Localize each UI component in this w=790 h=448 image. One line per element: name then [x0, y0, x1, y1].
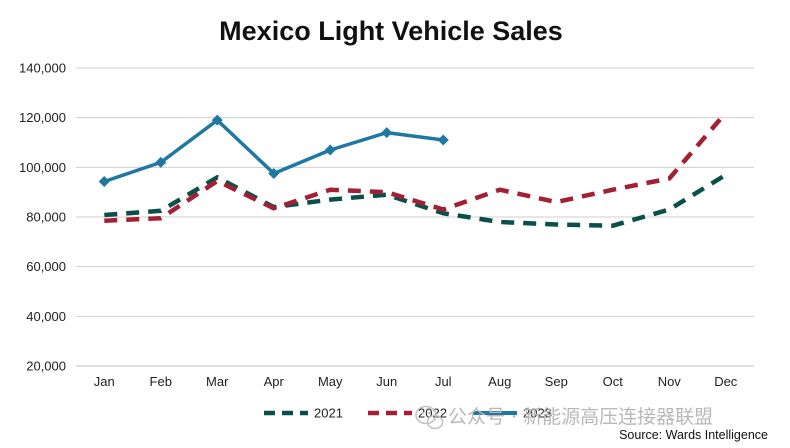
- y-tick-label: 140,000: [19, 61, 66, 76]
- x-tick-label: Jan: [94, 374, 115, 389]
- y-axis-ticks: 20,000 40,000 60,000 80,000 100,000 120,000 14…: [19, 61, 66, 374]
- series-line-2021: [104, 172, 727, 228]
- source-note: Source: Wards Intelligence: [619, 428, 768, 442]
- x-tick-label: Dec: [714, 374, 738, 389]
- data-point-2023: [155, 156, 167, 168]
- x-tick-label: Nov: [658, 374, 682, 389]
- legend-item-2021: 2021: [264, 406, 343, 421]
- x-tick-label: Jul: [435, 374, 452, 389]
- x-tick-label: Mar: [206, 374, 229, 389]
- gridlines: [76, 67, 754, 367]
- series-2021: [104, 172, 727, 228]
- x-tick-label: Aug: [488, 374, 511, 389]
- legend: 2021 2022 2023: [264, 406, 552, 421]
- y-tick-label: 60,000: [26, 259, 66, 274]
- legend-label: 2023: [523, 406, 552, 421]
- wechat-icon: [415, 405, 444, 430]
- data-point-2023: [381, 127, 393, 139]
- y-tick-label: 20,000: [26, 359, 66, 374]
- x-tick-label: Apr: [264, 374, 285, 389]
- y-tick-label: 40,000: [26, 309, 66, 324]
- series-line-2022: [104, 111, 728, 223]
- series-2022: [104, 111, 728, 223]
- x-axis-ticks: Jan Feb Mar Apr May Jun Jul Aug Sep Oct Nov Dec: [94, 374, 738, 389]
- x-tick-label: Sep: [545, 374, 568, 389]
- chart-title: Mexico Light Vehicle Sales: [219, 16, 563, 46]
- x-tick-label: Jun: [376, 374, 397, 389]
- y-tick-label: 100,000: [19, 160, 66, 175]
- data-point-2023: [324, 144, 336, 156]
- y-tick-label: 80,000: [26, 210, 66, 225]
- series-2023: [98, 114, 449, 187]
- data-point-2023: [211, 114, 223, 126]
- watermark-text: 公众号 · 新能源高压连接器联盟: [448, 406, 713, 428]
- data-point-2023: [98, 175, 110, 187]
- legend-item-2023: 2023: [473, 406, 552, 421]
- data-point-2023: [437, 134, 449, 146]
- x-tick-label: Feb: [150, 374, 172, 389]
- x-tick-label: Oct: [603, 374, 624, 389]
- x-tick-label: May: [318, 374, 343, 389]
- data-point-2023: [268, 168, 280, 180]
- watermark: 公众号 · 新能源高压连接器联盟: [415, 405, 713, 430]
- y-tick-label: 120,000: [19, 110, 66, 125]
- series-lines: [98, 111, 728, 228]
- legend-label: 2021: [314, 406, 343, 421]
